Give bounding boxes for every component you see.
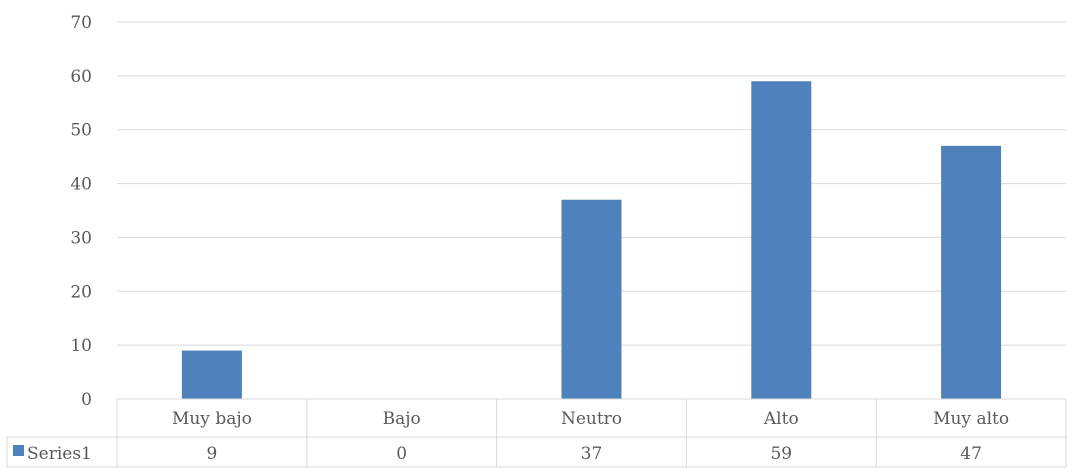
- x-tick-label: Alto: [763, 409, 799, 429]
- x-tick-label: Bajo: [383, 409, 421, 429]
- bar: [751, 81, 812, 399]
- data-table: Muy bajo 9 Bajo 0 Neutro 37 Alto 59 Muy alto 47 Se…: [6, 398, 1067, 468]
- bars: [181, 81, 1002, 399]
- y-tick-label: 20: [70, 282, 92, 302]
- legend-label: Series1: [27, 444, 92, 464]
- y-tick-label: 10: [70, 336, 92, 356]
- y-tick-label: 40: [70, 175, 92, 195]
- bar: [561, 199, 622, 399]
- x-tick-label: Neutro: [561, 409, 622, 429]
- x-tick-label: Muy alto: [933, 409, 1009, 429]
- y-tick-label: 60: [70, 67, 92, 87]
- data-label: 47: [960, 444, 982, 464]
- x-tick-label: Muy bajo: [172, 409, 252, 429]
- y-axis-tick-labels: 0 10 20 30 40 50 60 70: [70, 13, 92, 410]
- y-tick-label: 70: [70, 13, 92, 33]
- legend-swatch: [13, 445, 24, 456]
- y-tick-label: 50: [70, 121, 92, 141]
- data-label: 9: [206, 444, 217, 464]
- y-tick-label: 0: [81, 390, 92, 410]
- bar: [181, 350, 242, 399]
- bar: [941, 145, 1002, 399]
- data-label: 59: [770, 444, 792, 464]
- data-label: 37: [581, 444, 603, 464]
- y-tick-label: 30: [70, 228, 92, 248]
- data-label: 0: [396, 444, 407, 464]
